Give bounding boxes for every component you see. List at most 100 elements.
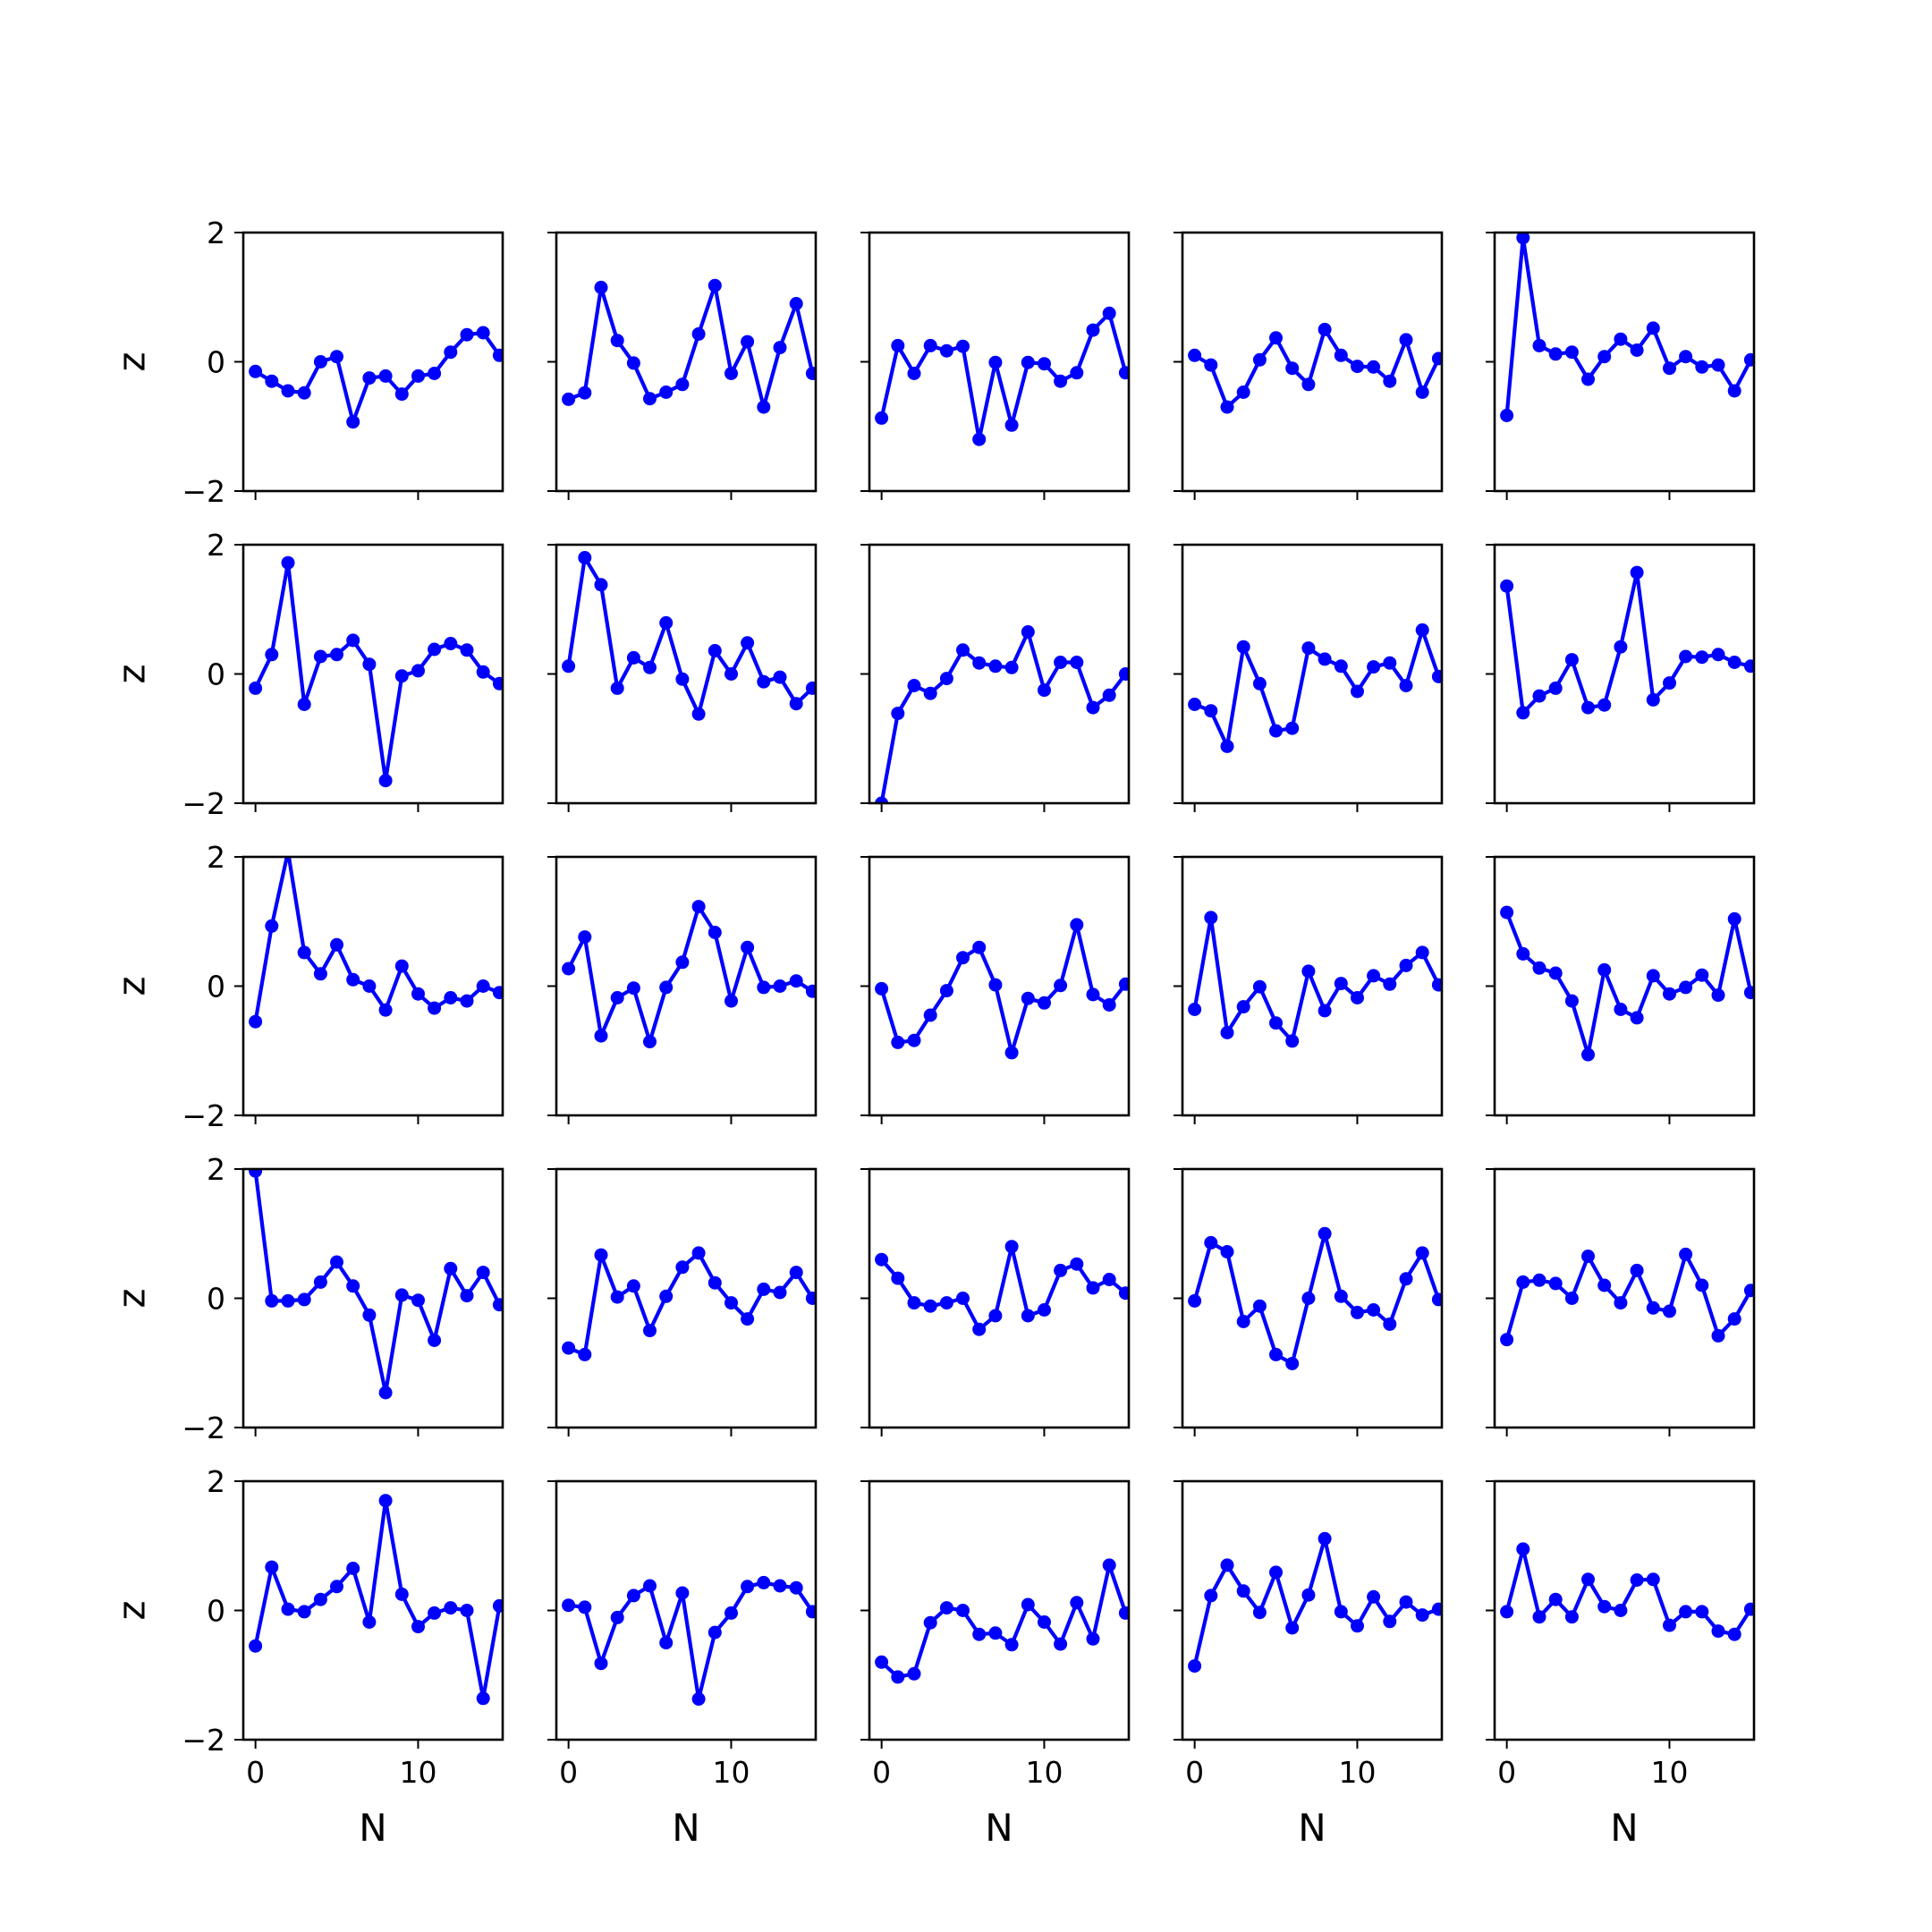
data-point xyxy=(492,1598,503,1613)
data-point xyxy=(1630,565,1644,580)
data-point xyxy=(1431,1602,1442,1616)
data-point xyxy=(492,348,503,362)
data-point xyxy=(1351,991,1364,1004)
data-point xyxy=(891,1271,905,1285)
series-line xyxy=(253,1498,502,1700)
data-point xyxy=(460,994,474,1008)
data-point xyxy=(691,707,706,721)
panel-r3-c2 xyxy=(547,855,818,1124)
data-point xyxy=(875,796,889,803)
series-line xyxy=(879,922,1128,1055)
data-point xyxy=(428,1001,442,1015)
data-point xyxy=(610,334,624,348)
data-point xyxy=(578,930,592,945)
panel-r4-c1: −2 0 2 z xyxy=(110,1152,504,1445)
data-point xyxy=(1301,1588,1316,1602)
data-point xyxy=(297,945,311,960)
data-point xyxy=(1383,1614,1397,1629)
data-point xyxy=(411,987,425,1001)
series-group xyxy=(562,278,816,414)
data-point xyxy=(1252,1299,1267,1313)
data-point xyxy=(1070,918,1084,932)
series-line xyxy=(879,630,1128,803)
data-point xyxy=(805,367,816,380)
data-point xyxy=(1102,1558,1116,1572)
y-tick-label: 0 xyxy=(207,1594,225,1629)
data-point xyxy=(297,698,311,711)
data-point xyxy=(594,1029,608,1043)
data-point xyxy=(1285,1621,1300,1635)
panel-r5-c1: 0 10 N −2 0 2 z xyxy=(110,1464,504,1850)
series-group xyxy=(1500,565,1754,720)
x-axis-label: N xyxy=(1610,1806,1638,1850)
data-point xyxy=(394,959,409,973)
data-point xyxy=(1070,366,1084,380)
data-point xyxy=(923,686,937,700)
data-point xyxy=(1102,688,1116,702)
data-point xyxy=(1516,706,1530,720)
data-point xyxy=(1220,1558,1234,1572)
x-tick-label: 0 xyxy=(872,1755,891,1790)
series-line xyxy=(880,1563,1128,1680)
series-line xyxy=(1192,1537,1440,1667)
panel-r4-c4 xyxy=(1174,1167,1444,1436)
y-tick-label: 0 xyxy=(207,657,225,692)
data-point xyxy=(1021,991,1035,1005)
data-point xyxy=(1415,1608,1429,1623)
axes-frame xyxy=(1493,543,1756,805)
series-group xyxy=(1188,322,1442,414)
data-point xyxy=(741,1580,755,1594)
data-point xyxy=(444,1261,458,1275)
data-point xyxy=(249,1169,263,1178)
series-group xyxy=(1188,1531,1442,1674)
series-line xyxy=(1504,1546,1753,1637)
y-tick-label: 0 xyxy=(207,970,225,1004)
data-point xyxy=(1614,1604,1628,1617)
series-group xyxy=(1500,1542,1754,1641)
panel-r1-c1: −2 0 2 z xyxy=(110,216,504,509)
data-point xyxy=(265,1293,279,1308)
y-axis-label: z xyxy=(110,664,154,683)
data-point xyxy=(362,1615,377,1629)
x-axis-label: N xyxy=(672,1806,699,1850)
data-point xyxy=(1646,321,1660,335)
data-point xyxy=(249,364,263,378)
data-point xyxy=(313,355,327,369)
y-tick-label: −2 xyxy=(182,1723,225,1758)
data-point xyxy=(907,367,921,380)
data-point xyxy=(1500,1333,1514,1347)
data-point xyxy=(741,940,755,954)
data-point xyxy=(708,1625,722,1640)
data-point xyxy=(789,974,803,988)
data-point xyxy=(805,1605,816,1619)
data-point xyxy=(1236,1315,1250,1328)
data-point xyxy=(741,636,755,650)
series-group xyxy=(875,625,1129,803)
data-point xyxy=(875,1252,889,1267)
data-point xyxy=(346,415,360,429)
data-point xyxy=(1004,660,1019,674)
data-point xyxy=(594,280,608,294)
axes-frame xyxy=(868,543,1131,805)
data-point xyxy=(1532,1610,1546,1624)
data-point xyxy=(428,1334,442,1347)
data-point xyxy=(907,1666,921,1681)
data-point xyxy=(1679,350,1693,364)
data-point xyxy=(1743,1284,1754,1298)
data-point xyxy=(659,386,674,399)
data-point xyxy=(708,1275,722,1290)
panel-r2-c2 xyxy=(547,543,818,812)
data-point xyxy=(610,991,624,1004)
data-point xyxy=(675,1586,690,1600)
series-group xyxy=(249,1169,503,1400)
data-point xyxy=(1564,1292,1579,1305)
data-point xyxy=(643,1579,657,1593)
data-point xyxy=(1102,306,1116,320)
data-point xyxy=(1383,656,1397,670)
data-point xyxy=(1318,1531,1332,1546)
series-group xyxy=(562,1246,816,1361)
data-point xyxy=(1614,1003,1628,1016)
series-line xyxy=(880,1244,1127,1332)
series-group xyxy=(1500,1247,1754,1347)
data-point xyxy=(476,326,490,340)
